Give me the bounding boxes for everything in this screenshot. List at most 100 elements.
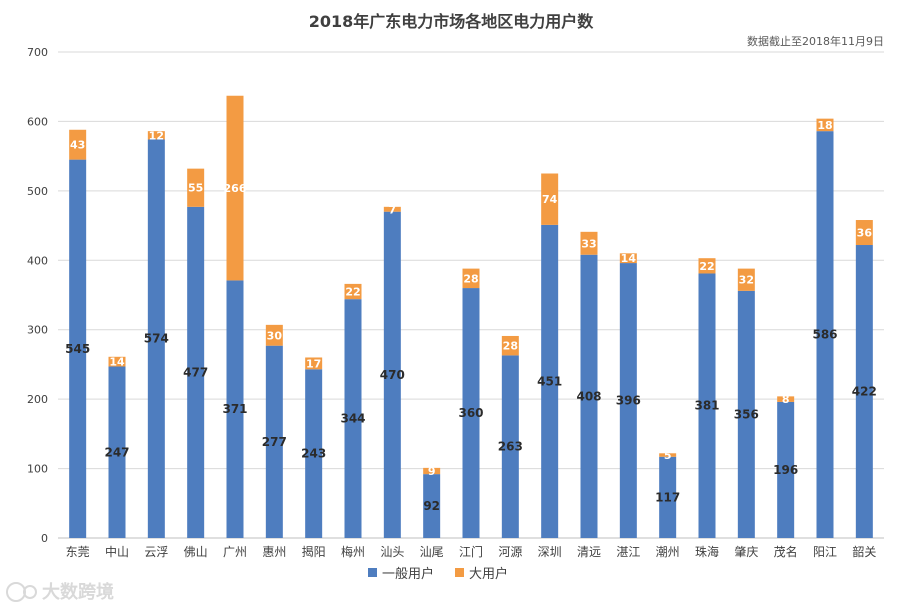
- data-label-large: 36: [857, 227, 873, 240]
- bar-large: [580, 231, 598, 255]
- data-label-large: 5: [664, 449, 672, 462]
- bar-large: [69, 129, 87, 160]
- bar-general: [226, 280, 244, 538]
- data-label-general: 344: [340, 412, 365, 426]
- bar-large: [226, 95, 244, 281]
- data-label-general: 247: [104, 445, 129, 459]
- x-tick-label: 惠州: [262, 545, 286, 559]
- y-tick-label: 300: [27, 324, 48, 337]
- data-label-general: 360: [458, 406, 483, 420]
- data-label-general: 381: [694, 399, 719, 413]
- data-label-general: 408: [576, 389, 601, 403]
- bar-large: [619, 253, 637, 264]
- x-tick-label: 汕头: [380, 545, 404, 559]
- x-tick-label: 揭阳: [302, 544, 326, 559]
- x-tick-label: 中山: [105, 544, 129, 559]
- data-label-large: 7: [389, 203, 397, 216]
- data-label-large: 17: [306, 357, 321, 370]
- data-label-large: 43: [70, 139, 85, 152]
- x-tick-label: 广州: [223, 545, 247, 559]
- bar-large: [737, 268, 755, 291]
- x-tick-label: 梅州: [341, 544, 365, 559]
- data-label-large: 32: [739, 274, 754, 287]
- bar-general: [108, 366, 126, 538]
- watermark-logo-icon: [6, 582, 37, 602]
- bar-general: [777, 401, 795, 538]
- bar-general: [305, 369, 323, 538]
- x-tick-label: 江门: [459, 544, 483, 559]
- data-label-large: 18: [817, 119, 832, 132]
- legend-swatch-general: [368, 568, 377, 577]
- y-tick-label: 100: [27, 463, 48, 476]
- data-label-general: 243: [301, 447, 326, 461]
- bars: 5454324714574124775537126627730243173442…: [65, 95, 877, 539]
- data-label-large: 14: [109, 356, 125, 369]
- watermark-text: 大数跨境: [42, 581, 114, 603]
- chart-title: 2018年广东电力市场各地区电力用户数: [309, 12, 595, 31]
- bar-general: [423, 474, 441, 538]
- date-note: 数据截止至2018年11月9日: [747, 34, 884, 48]
- legend-label-large: 大用户: [469, 566, 508, 582]
- x-tick-label: 深圳: [538, 545, 562, 559]
- data-label-large: 74: [542, 193, 558, 206]
- x-tick-label: 佛山: [184, 545, 208, 559]
- x-tick-label: 东莞: [66, 545, 90, 559]
- bar-general: [855, 245, 873, 539]
- y-tick-label: 400: [27, 254, 48, 267]
- bar-general: [501, 355, 519, 538]
- data-label-general: 263: [498, 440, 523, 454]
- data-label-general: 196: [773, 463, 798, 477]
- data-label-large: 28: [503, 340, 518, 353]
- y-tick-label: 200: [27, 393, 48, 406]
- legend: 一般用户 大用户: [368, 566, 508, 582]
- data-label-general: 356: [734, 407, 759, 421]
- x-tick-label: 韶关: [852, 544, 876, 559]
- bar-large: [344, 283, 362, 300]
- bar-large: [501, 335, 519, 356]
- bar-large: [383, 206, 401, 212]
- legend-label-general: 一般用户: [382, 566, 434, 582]
- bar-large: [462, 268, 480, 289]
- bar-large: [855, 220, 873, 246]
- bar-general: [816, 131, 834, 539]
- bar-large: [187, 168, 205, 207]
- data-label-general: 470: [380, 368, 405, 382]
- data-label-large: 12: [149, 129, 164, 142]
- y-tick-label: 500: [27, 185, 48, 198]
- x-axis: 东莞 中山 云浮 佛山 广州 惠州 揭阳 梅州 汕头 汕尾 江门 河源 深圳 清远 湛江 潮州 珠海 肇庆 茂名 阳江…: [66, 544, 877, 559]
- data-label-general: 574: [144, 332, 169, 346]
- x-tick-label: 潮州: [656, 544, 680, 559]
- y-tick-label: 600: [27, 115, 48, 128]
- x-tick-label: 云浮: [144, 545, 168, 559]
- data-label-large: 30: [267, 329, 283, 342]
- bar-general: [659, 456, 677, 538]
- bar-large: [698, 258, 716, 274]
- data-label-general: 545: [65, 342, 90, 356]
- bar-large: [305, 357, 323, 370]
- bar-general: [462, 288, 480, 538]
- data-label-large: 8: [782, 393, 790, 406]
- data-label-general: 477: [183, 365, 208, 379]
- y-axis: 0 100 200 300 400 500 600 700: [27, 46, 48, 545]
- bar-general: [541, 224, 559, 538]
- bar-general: [580, 254, 598, 538]
- data-label-general: 586: [812, 328, 837, 342]
- data-label-large: 28: [463, 272, 478, 285]
- bar-large: [147, 131, 165, 140]
- x-tick-label: 汕尾: [420, 545, 444, 559]
- data-label-general: 422: [852, 385, 877, 399]
- bar-general: [698, 273, 716, 538]
- bar-general: [383, 211, 401, 538]
- x-tick-label: 肇庆: [734, 544, 758, 559]
- legend-swatch-large: [455, 568, 464, 577]
- data-label-general: 92: [423, 499, 440, 513]
- bar-large: [423, 467, 441, 475]
- x-tick-label: 清远: [577, 545, 601, 559]
- data-label-large: 9: [428, 465, 436, 478]
- data-label-general: 277: [262, 435, 287, 449]
- x-tick-label: 阳江: [813, 545, 837, 559]
- data-label-general: 117: [655, 490, 680, 504]
- bar-general: [619, 263, 637, 538]
- bar-large: [659, 453, 677, 457]
